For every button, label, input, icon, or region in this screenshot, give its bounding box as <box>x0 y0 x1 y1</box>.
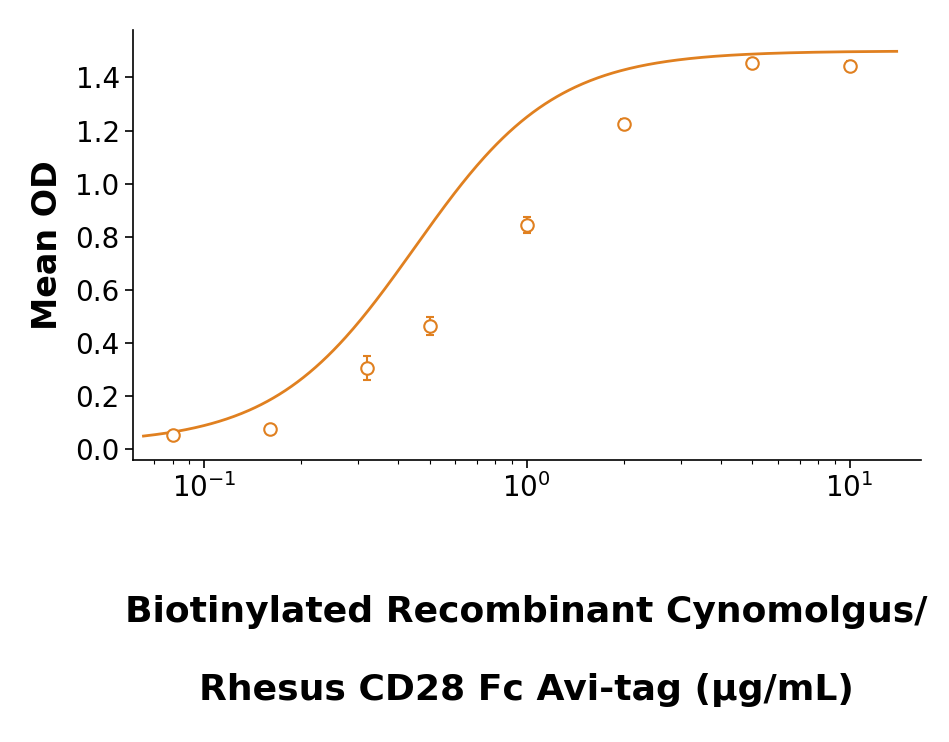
Text: Rhesus CD28 Fc Avi-tag (μg/mL): Rhesus CD28 Fc Avi-tag (μg/mL) <box>199 673 854 707</box>
Y-axis label: Mean OD: Mean OD <box>31 160 65 329</box>
Text: Biotinylated Recombinant Cynomolgus/: Biotinylated Recombinant Cynomolgus/ <box>125 595 928 629</box>
